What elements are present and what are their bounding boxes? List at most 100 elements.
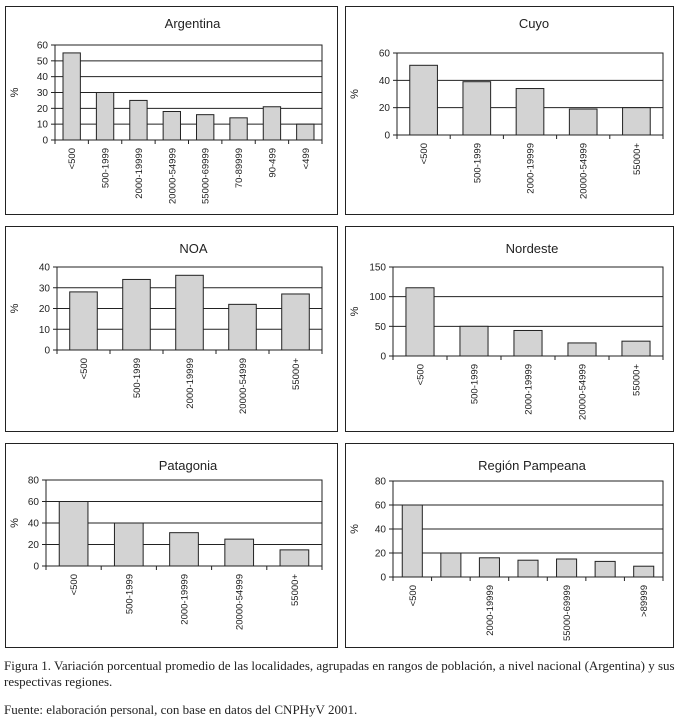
y-axis-label: % bbox=[349, 306, 361, 316]
y-tick-label: 0 bbox=[33, 562, 39, 573]
y-tick-label: 20 bbox=[28, 540, 40, 551]
x-tick-label: 20000-54999 bbox=[578, 364, 589, 420]
y-tick-label: 100 bbox=[369, 292, 386, 303]
y-tick-label: 20 bbox=[379, 103, 391, 114]
bar bbox=[95, 92, 115, 141]
chart-svg: 0 20 40 60 80 Patagonia% <500 500-1999 2000-1999… bbox=[9, 458, 323, 630]
y-axis-label: % bbox=[349, 89, 361, 99]
x-tick-label: 90-499 bbox=[267, 148, 278, 178]
bar bbox=[622, 107, 651, 136]
bar bbox=[262, 106, 282, 141]
y-tick-label: 40 bbox=[39, 263, 51, 274]
bar bbox=[228, 303, 257, 351]
y-axis-label: % bbox=[349, 524, 361, 534]
chart-panel-noa: 0 10 20 30 40 NOA% <500 500-1999 2000-19999 20000… bbox=[5, 226, 338, 432]
x-tick-label: 55000-69999 bbox=[201, 148, 212, 204]
y-tick-label: 40 bbox=[37, 72, 49, 83]
x-tick-label: 20000-54999 bbox=[579, 143, 590, 199]
bar bbox=[401, 504, 423, 578]
chart-svg: 0 50 100 150 Nordeste% <500 500-1999 2000-19999… bbox=[349, 241, 664, 420]
x-tick-label: 55000+ bbox=[291, 358, 302, 390]
x-tick-label: 2000-19999 bbox=[485, 585, 496, 636]
x-tick-label: <500 bbox=[67, 148, 78, 169]
x-tick-label: 500-1999 bbox=[132, 358, 143, 398]
x-tick-label: 55000+ bbox=[290, 574, 301, 606]
y-tick-label: 20 bbox=[39, 304, 51, 315]
y-tick-label: 0 bbox=[380, 352, 386, 363]
chart-svg: 0 10 20 30 40 NOA% <500 500-1999 2000-19999 20000… bbox=[9, 241, 323, 414]
y-tick-label: 30 bbox=[37, 88, 49, 99]
bar bbox=[62, 52, 81, 141]
bar bbox=[517, 559, 539, 578]
bar bbox=[515, 88, 545, 136]
bar bbox=[556, 558, 578, 578]
bar bbox=[281, 293, 310, 351]
x-tick-label: >89999 bbox=[639, 585, 650, 617]
x-tick-label: 20000-54999 bbox=[238, 358, 249, 414]
y-tick-label: 80 bbox=[375, 477, 387, 488]
y-tick-label: 40 bbox=[375, 525, 387, 536]
bar bbox=[440, 552, 462, 578]
chart-panel-patagonia: 0 20 40 60 80 Patagonia% <500 500-1999 2000-1999… bbox=[5, 443, 338, 648]
x-tick-label: 2000-19999 bbox=[134, 148, 145, 199]
y-tick-label: 60 bbox=[28, 497, 40, 508]
bar bbox=[169, 532, 199, 567]
chart-title: Nordeste bbox=[506, 241, 559, 256]
bar bbox=[568, 108, 598, 136]
bar bbox=[405, 287, 435, 357]
bar bbox=[633, 565, 655, 578]
bar bbox=[113, 522, 144, 567]
x-tick-label: <500 bbox=[79, 358, 90, 379]
y-tick-label: 0 bbox=[384, 131, 390, 142]
y-tick-label: 150 bbox=[369, 263, 386, 274]
y-tick-label: 10 bbox=[39, 325, 51, 336]
bar bbox=[459, 325, 489, 357]
y-axis-label: % bbox=[9, 303, 21, 313]
bar bbox=[129, 99, 148, 141]
bar bbox=[462, 81, 492, 136]
bar bbox=[513, 329, 543, 357]
y-tick-label: 40 bbox=[379, 76, 391, 87]
bar bbox=[296, 123, 315, 141]
x-tick-label: 2000-19999 bbox=[180, 574, 191, 625]
chart-svg: 0 20 40 60 80 Región Pampeana% <500 2000-19999 5… bbox=[349, 458, 664, 641]
x-tick-label: 55000+ bbox=[632, 364, 643, 396]
bar bbox=[567, 342, 597, 357]
y-tick-label: 60 bbox=[37, 41, 49, 52]
y-tick-label: 0 bbox=[44, 346, 50, 357]
y-tick-label: 80 bbox=[28, 476, 40, 487]
y-axis-label: % bbox=[9, 87, 21, 97]
bar bbox=[175, 274, 204, 351]
x-tick-label: 500-1999 bbox=[124, 574, 135, 614]
y-tick-label: 50 bbox=[375, 322, 387, 333]
bar bbox=[224, 538, 255, 567]
source-note: Fuente: elaboración personal, con base e… bbox=[4, 702, 358, 717]
x-tick-label: 55000+ bbox=[632, 143, 643, 175]
x-tick-label: <500 bbox=[416, 364, 427, 385]
x-tick-label: 500-1999 bbox=[101, 148, 112, 188]
x-tick-label: <499 bbox=[301, 148, 312, 169]
chart-svg: 0 10 20 30 40 50 60 Argentina% <500 500-1999 2000-… bbox=[9, 16, 323, 204]
chart-title: Cuyo bbox=[519, 16, 549, 31]
chart-title: Región Pampeana bbox=[478, 458, 586, 473]
x-tick-label: 500-1999 bbox=[472, 143, 483, 183]
x-tick-label: <500 bbox=[408, 585, 419, 606]
bar bbox=[478, 557, 500, 578]
y-tick-label: 60 bbox=[379, 49, 391, 60]
y-tick-label: 60 bbox=[375, 501, 387, 512]
x-tick-label: 70-89999 bbox=[234, 148, 245, 188]
bar bbox=[58, 501, 89, 567]
chart-title: NOA bbox=[179, 241, 208, 256]
y-tick-label: 10 bbox=[37, 120, 49, 131]
y-tick-label: 50 bbox=[37, 56, 49, 67]
y-axis-label: % bbox=[9, 518, 21, 528]
bar bbox=[279, 549, 310, 567]
y-tick-label: 20 bbox=[37, 104, 49, 115]
x-tick-label: <500 bbox=[69, 574, 80, 595]
x-tick-label: 2000-19999 bbox=[185, 358, 196, 409]
bar bbox=[621, 340, 651, 357]
chart-svg: 0 20 40 60 Cuyo% <500 500-1999 2000-19999 20000-… bbox=[349, 16, 664, 199]
bar bbox=[196, 114, 215, 141]
x-tick-label: 20000-54999 bbox=[167, 148, 178, 204]
y-tick-label: 30 bbox=[39, 283, 51, 294]
